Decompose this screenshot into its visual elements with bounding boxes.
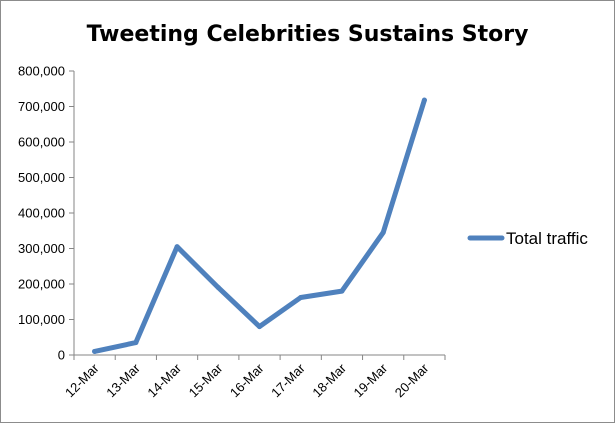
legend: Total traffic xyxy=(467,229,588,248)
data-point xyxy=(380,230,386,236)
y-tick-label: 300,000 xyxy=(18,241,65,256)
y-tick-label: 400,000 xyxy=(18,206,65,221)
legend-label: Total traffic xyxy=(506,229,588,248)
y-tick-label: 500,000 xyxy=(18,170,65,185)
y-tick-label: 700,000 xyxy=(18,99,65,114)
x-tick-label: 17-Mar xyxy=(268,360,308,400)
x-tick-label: 15-Mar xyxy=(186,360,226,400)
data-point xyxy=(174,244,180,250)
data-point xyxy=(298,294,304,300)
x-tick-label: 18-Mar xyxy=(309,360,349,400)
series-line-total-traffic xyxy=(92,97,427,354)
chart-title: Tweeting Celebrities Sustains Story xyxy=(86,22,529,47)
y-tick-label: 200,000 xyxy=(18,277,65,292)
series-group xyxy=(92,97,427,354)
x-tick-label: 12-Mar xyxy=(62,360,102,400)
x-tick-label: 14-Mar xyxy=(144,360,184,400)
x-tick-label: 13-Mar xyxy=(103,360,143,400)
x-tick-label: 16-Mar xyxy=(227,360,267,400)
data-point xyxy=(92,348,98,354)
y-tick-label: 600,000 xyxy=(18,135,65,150)
x-tick-label: 19-Mar xyxy=(351,360,391,400)
data-point xyxy=(215,285,221,291)
data-point xyxy=(257,324,262,330)
y-tick-label: 0 xyxy=(58,348,65,363)
x-tick-label: 20-Mar xyxy=(392,360,432,400)
x-axis-ticks: 12-Mar 13-Mar 14-Mar 15-Mar 16-Mar 17-Mar 18-M… xyxy=(62,355,446,400)
y-tick-label: 100,000 xyxy=(18,312,65,327)
data-point xyxy=(133,340,139,346)
data-point xyxy=(339,288,345,294)
y-tick-label: 800,000 xyxy=(18,64,65,79)
y-axis-ticks: 0 100,000 200,000 300,000 400,000 500,000 600,… xyxy=(18,64,74,363)
data-point xyxy=(421,97,427,103)
